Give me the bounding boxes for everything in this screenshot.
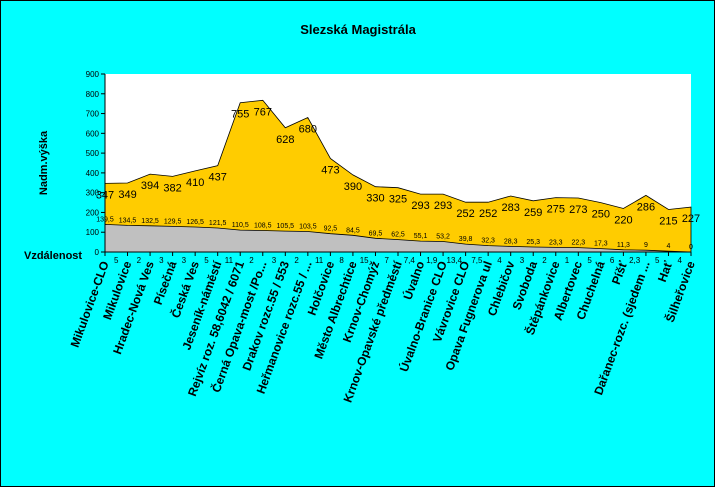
altitude-label: 390 bbox=[344, 181, 362, 193]
segment-distance-label: 11 bbox=[315, 256, 324, 265]
segment-distance-label: 4 bbox=[678, 256, 683, 265]
altitude-label: 273 bbox=[569, 204, 587, 216]
altitude-label: 293 bbox=[411, 200, 429, 212]
segment-distance-label: 2 bbox=[542, 256, 547, 265]
y-tick-label: 300 bbox=[86, 189, 100, 198]
segment-distance-label: 11 bbox=[225, 256, 234, 265]
distance-label: 11,3 bbox=[617, 242, 630, 249]
distance-label: 0 bbox=[689, 244, 693, 251]
x-axis-label: Vzdálenost bbox=[24, 250, 82, 262]
distance-label: 62,5 bbox=[391, 232, 405, 239]
segment-distance-label: 7,5 bbox=[471, 256, 483, 265]
segment-distance-label: 15 bbox=[360, 256, 369, 265]
distance-label: 103,5 bbox=[299, 224, 317, 231]
altitude-label: 755 bbox=[231, 109, 249, 121]
segment-distance-label: 13,4 bbox=[447, 256, 463, 265]
distance-label: 121,5 bbox=[209, 220, 227, 227]
segment-distance-label: 2,3 bbox=[629, 256, 641, 265]
altitude-label: 275 bbox=[547, 204, 565, 216]
altitude-area bbox=[104, 99, 692, 253]
distance-label: 25,3 bbox=[526, 239, 540, 246]
y-tick-label: 800 bbox=[86, 90, 100, 99]
altitude-label: 325 bbox=[389, 194, 407, 206]
altitude-label: 283 bbox=[502, 202, 520, 214]
segment-distance-label: 5 bbox=[204, 256, 209, 265]
distance-label: 4 bbox=[667, 243, 671, 250]
altitude-label: 394 bbox=[141, 180, 159, 192]
y-tick-label: 900 bbox=[86, 70, 100, 79]
segment-distance-label: 3 bbox=[159, 256, 164, 265]
y-tick-label: 500 bbox=[86, 149, 100, 158]
altitude-label: 767 bbox=[254, 106, 272, 118]
distance-label: 53,2 bbox=[436, 233, 450, 240]
altitude-label: 347 bbox=[96, 189, 114, 201]
distance-label: 105,5 bbox=[277, 223, 295, 230]
altitude-label: 227 bbox=[682, 213, 700, 225]
altitude-label: 215 bbox=[659, 215, 677, 227]
distance-label: 55,1 bbox=[414, 233, 428, 240]
segment-distance-label: 1 bbox=[565, 256, 570, 265]
distance-label: 69,5 bbox=[369, 230, 383, 237]
altitude-label: 252 bbox=[479, 208, 497, 220]
distance-label: 110,5 bbox=[232, 222, 249, 229]
y-tick-label: 600 bbox=[86, 129, 100, 138]
altitude-label: 252 bbox=[456, 208, 474, 220]
y-tick-label: 0 bbox=[95, 248, 100, 257]
distance-label: 92,5 bbox=[324, 226, 338, 233]
distance-label: 9 bbox=[644, 242, 648, 249]
altitude-label: 286 bbox=[637, 201, 655, 213]
altitude-label: 220 bbox=[614, 214, 632, 226]
segment-distance-label: 5 bbox=[114, 256, 119, 265]
distance-label: 22,3 bbox=[571, 240, 585, 247]
altitude-label: 259 bbox=[524, 207, 542, 219]
distance-label: 129,5 bbox=[164, 218, 182, 225]
altitude-label: 250 bbox=[592, 209, 610, 221]
segment-distance-label: 8 bbox=[339, 256, 344, 265]
distance-label: 23,3 bbox=[549, 239, 563, 246]
altitude-label: 473 bbox=[321, 164, 339, 176]
segment-distance-label: 5 bbox=[655, 256, 660, 265]
category-label: Hať bbox=[655, 259, 675, 284]
chart-title: Slezská Magistrála bbox=[300, 22, 416, 37]
distance-label: 132,5 bbox=[141, 218, 159, 225]
y-tick-label: 700 bbox=[86, 110, 100, 119]
altitude-label: 330 bbox=[366, 193, 384, 205]
y-tick-label: 200 bbox=[86, 208, 100, 217]
y-tick-label: 100 bbox=[86, 228, 100, 237]
altitude-label: 382 bbox=[163, 182, 181, 194]
altitude-label: 410 bbox=[186, 177, 204, 189]
altitude-label: 628 bbox=[276, 134, 294, 146]
distance-label: 84,5 bbox=[346, 227, 360, 234]
altitude-label: 680 bbox=[299, 124, 317, 136]
segment-distance-label: 2 bbox=[294, 256, 299, 265]
segment-distance-label: 6 bbox=[610, 256, 615, 265]
segment-distance-label: 4 bbox=[497, 256, 502, 265]
distance-label: 139,5 bbox=[96, 216, 114, 223]
altitude-label: 349 bbox=[118, 189, 136, 201]
segment-distance-label: 3 bbox=[182, 256, 187, 265]
segment-distance-label: 5 bbox=[587, 256, 592, 265]
segment-distance-label: 3 bbox=[272, 256, 277, 265]
distance-label: 126,5 bbox=[186, 219, 204, 226]
segment-distance-label: 2 bbox=[137, 256, 142, 265]
altitude-label: 293 bbox=[434, 200, 452, 212]
distance-label: 39,8 bbox=[459, 236, 473, 243]
altitude-label: 437 bbox=[209, 172, 227, 184]
segment-distance-label: 1,9 bbox=[426, 256, 438, 265]
distance-area bbox=[104, 223, 692, 253]
distance-label: 134,5 bbox=[119, 217, 137, 224]
y-tick-label: 400 bbox=[86, 169, 100, 178]
distance-label: 32,3 bbox=[481, 238, 495, 245]
distance-label: 108,5 bbox=[254, 223, 272, 230]
segment-distance-label: 7 bbox=[385, 256, 390, 265]
y-axis-label: Nadm.výška bbox=[38, 130, 50, 195]
distance-label: 28,3 bbox=[504, 238, 518, 245]
segment-distance-label: 7,4 bbox=[404, 256, 416, 265]
segment-distance-label: 2 bbox=[249, 256, 254, 265]
segment-distance-label: 3 bbox=[520, 256, 525, 265]
distance-label: 17,3 bbox=[594, 241, 608, 248]
